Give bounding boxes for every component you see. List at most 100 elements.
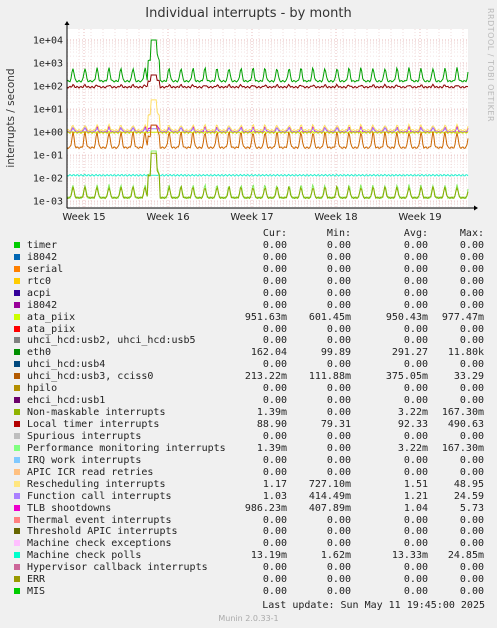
legend-avg-value: 0.00 xyxy=(403,466,428,478)
legend-avg-value: 0.00 xyxy=(403,275,428,287)
legend-header-min: Min: xyxy=(326,228,351,239)
legend-row: Machine check polls 13.19m 1.62m 13.33m 24.8… xyxy=(12,550,492,562)
legend-avg-value: 3.22m xyxy=(397,407,428,419)
legend-max-value: 490.63 xyxy=(447,419,484,430)
legend-avg-value: 13.33m xyxy=(391,550,428,562)
legend-min-value: 0.00 xyxy=(326,538,351,550)
legend-swatch xyxy=(14,540,20,547)
series-line xyxy=(66,130,469,135)
legend-row: timer 0.00 0.00 0.00 0.00 xyxy=(12,240,492,252)
legend-series-name: uhci_hcd:usb2, uhci_hcd:usb5 xyxy=(27,335,196,347)
legend-row: Rescheduling interrupts 1.17 727.10m 1.51 48… xyxy=(12,479,492,491)
legend-avg-value: 0.00 xyxy=(403,287,428,299)
legend-cur-value: 0.00 xyxy=(262,383,287,395)
legend-min-value: 0.00 xyxy=(326,526,351,538)
legend-cur-value: 0.00 xyxy=(262,586,287,598)
legend-cur-value: 0.00 xyxy=(262,251,287,263)
series-line xyxy=(66,39,469,83)
legend-min-value: 0.00 xyxy=(326,239,351,251)
legend-max-value: 167.30m xyxy=(441,442,484,454)
legend-row: Function call interrupts 1.03 414.49m 1.21 2… xyxy=(12,491,492,503)
legend-max-value: 0.00 xyxy=(459,526,484,538)
legend-max-value: 0.00 xyxy=(459,395,484,407)
legend-series-name: rtc0 xyxy=(27,275,52,287)
legend-series-name: ata_piix xyxy=(27,311,76,323)
legend-max-value: 0.00 xyxy=(459,574,484,586)
legend-max-value: 48.95 xyxy=(453,478,484,490)
legend-series-name: Machine check exceptions xyxy=(27,538,172,550)
last-update: Last update: Sun May 11 19:45:00 2025 xyxy=(262,600,485,611)
legend-avg-value: 0.00 xyxy=(403,574,428,586)
legend-swatch xyxy=(14,432,20,439)
legend-row: hpilo 0.00 0.00 0.00 0.00 xyxy=(12,383,492,395)
legend-cur-value: 0.00 xyxy=(262,538,287,550)
legend-min-value: 0.00 xyxy=(326,407,351,419)
legend-swatch xyxy=(14,504,20,511)
series-line xyxy=(66,74,468,89)
legend-min-value: 0.00 xyxy=(326,442,351,454)
legend-min-value: 99.89 xyxy=(320,347,351,359)
legend-min-value: 407.89m xyxy=(308,502,351,514)
legend-cur-value: 0.00 xyxy=(262,526,287,538)
legend-avg-value: 3.22m xyxy=(397,442,428,454)
legend-avg-value: 950.43m xyxy=(385,311,428,323)
legend-min-value: 0.00 xyxy=(326,395,351,407)
legend-series-name: Machine check polls xyxy=(27,550,142,562)
legend-row: TLB shootdowns 986.23m 407.89m 1.04 5.73 xyxy=(12,503,492,515)
legend-avg-value: 0.00 xyxy=(403,454,428,466)
chart-plot: 1e+04 1e+03 1e+02 1e+01 1e+00 1e-01 1e-02 1e-03… xyxy=(33,21,478,223)
legend-avg-value: 0.00 xyxy=(403,359,428,371)
legend-swatch xyxy=(14,588,20,595)
legend-series-name: TLB shootdowns xyxy=(27,502,112,514)
legend-cur-value: 0.00 xyxy=(262,466,287,478)
legend-cur-value: 986.23m xyxy=(244,502,287,514)
legend-min-value: 727.10m xyxy=(308,478,351,490)
legend-min-value: 0.00 xyxy=(326,299,351,311)
legend-max-value: 0.00 xyxy=(459,335,484,347)
legend-swatch xyxy=(14,241,20,248)
legend-swatch xyxy=(14,564,20,571)
legend-max-value: 0.00 xyxy=(459,562,484,574)
legend-series-name: eth0 xyxy=(27,347,52,359)
y-tick-label: 1e+01 xyxy=(33,105,63,116)
legend-avg-value: 0.00 xyxy=(403,395,428,407)
legend-max-value: 167.30m xyxy=(441,407,484,419)
legend-series-name: acpi xyxy=(27,287,52,299)
legend-cur-value: 0.00 xyxy=(262,454,287,466)
legend-avg-value: 0.00 xyxy=(403,239,428,251)
legend-avg-value: 1.04 xyxy=(403,502,428,514)
legend-row: Machine check exceptions 0.00 0.00 0.00 0.00 xyxy=(12,538,492,550)
legend-swatch xyxy=(14,361,20,368)
legend-min-value: 601.45m xyxy=(308,311,351,323)
legend-min-value: 0.00 xyxy=(326,466,351,478)
legend-avg-value: 291.27 xyxy=(391,347,428,359)
legend-row: IRQ work interrupts 0.00 0.00 0.00 0.00 xyxy=(12,455,492,467)
legend-header-max: Max: xyxy=(459,228,484,239)
legend-series-name: hpilo xyxy=(27,383,58,395)
legend-cur-value: 13.19m xyxy=(250,550,287,562)
legend-cur-value: 0.00 xyxy=(262,323,287,335)
legend-min-value: 414.49m xyxy=(308,490,351,502)
legend-swatch xyxy=(14,313,20,320)
legend-avg-value: 0.00 xyxy=(403,562,428,574)
legend-swatch xyxy=(14,277,20,284)
legend-row: acpi 0.00 0.00 0.00 0.00 xyxy=(12,288,492,300)
legend-cur-value: 1.39m xyxy=(256,442,287,454)
legend-avg-value: 0.00 xyxy=(403,263,428,275)
x-tick-label: Week 18 xyxy=(314,212,357,223)
legend-table: Cur: Min: Avg: Max: timer 0.00 0.00 0.00 0.0… xyxy=(12,228,492,598)
legend-cur-value: 1.03 xyxy=(262,490,287,502)
legend-header: Cur: Min: Avg: Max: xyxy=(12,228,492,240)
legend-series-name: Function call interrupts xyxy=(27,490,172,502)
legend-cur-value: 0.00 xyxy=(262,299,287,311)
legend-max-value: 0.00 xyxy=(459,359,484,371)
legend-series-name: uhci_hcd:usb4 xyxy=(27,359,106,371)
legend-row: uhci_hcd:usb2, uhci_hcd:usb5 0.00 0.00 0.00… xyxy=(12,335,492,347)
legend-series-name: Hypervisor callback interrupts xyxy=(27,562,208,574)
legend-row: i8042 0.00 0.00 0.00 0.00 xyxy=(12,300,492,312)
legend-min-value: 0.00 xyxy=(326,514,351,526)
legend-cur-value: 0.00 xyxy=(262,335,287,347)
legend-swatch xyxy=(14,349,20,356)
legend-series-name: ERR xyxy=(27,574,46,586)
legend-cur-value: 213.22m xyxy=(244,371,287,383)
